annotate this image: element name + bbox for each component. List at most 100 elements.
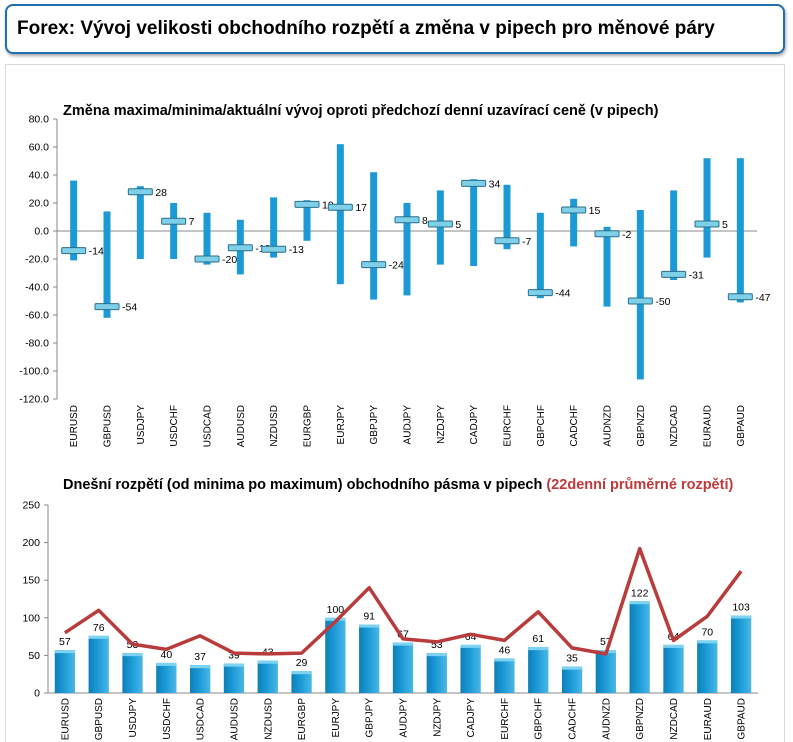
range-bar: [503, 184, 511, 250]
category-label: GBPCHF: [536, 405, 547, 447]
category-label: NZDJPY: [436, 405, 447, 444]
category-label: CADCHF: [568, 698, 579, 740]
current-label: 7: [189, 216, 195, 228]
spread-bar: [392, 642, 414, 693]
current-marker: [594, 230, 620, 238]
current-marker: [394, 216, 420, 224]
current-marker: [261, 245, 287, 253]
y-tick-label: 80.0: [29, 114, 50, 126]
category-label: EURUSD: [69, 405, 80, 447]
category-label: GBPAUD: [737, 698, 748, 740]
category-label: AUDJPY: [403, 405, 414, 445]
category-label: GBPAUD: [736, 405, 747, 447]
current-marker: [94, 303, 120, 311]
spread-bar-top: [697, 640, 718, 644]
y-tick-label: -80.0: [25, 338, 49, 350]
y-tick-label: 200: [22, 537, 40, 549]
y-tick-label: -60.0: [25, 310, 49, 322]
y-tick-label: 60.0: [29, 142, 50, 154]
spread-bar: [359, 624, 380, 693]
spread-bar: [697, 640, 718, 693]
current-marker: [361, 261, 387, 269]
y-tick-label: 50: [28, 650, 40, 662]
spread-bar: [54, 650, 76, 693]
spread-bar-top: [122, 653, 143, 657]
range-bar: [570, 198, 578, 247]
current-label: -44: [555, 288, 570, 300]
spread-bar-label: 57: [600, 636, 612, 648]
range-bar: [636, 210, 644, 380]
range-bar: [103, 211, 111, 318]
spread-bar-top: [663, 644, 684, 648]
spread-bar-top: [291, 671, 312, 675]
spread-bar: [663, 644, 684, 693]
spread-bar-top: [88, 635, 109, 639]
current-marker: [494, 237, 520, 245]
current-marker: [127, 188, 153, 196]
range-bar: [670, 190, 678, 280]
current-label: -50: [655, 296, 670, 308]
spread-bar: [494, 658, 515, 693]
spread-bar-top: [392, 642, 414, 646]
spread-bar-top: [629, 601, 650, 605]
y-tick-label: 40.0: [29, 170, 50, 182]
spread-bar: [291, 671, 312, 693]
category-label: CADJPY: [469, 405, 480, 445]
y-tick-label: 100: [22, 612, 40, 624]
category-label: NZDCAD: [669, 405, 680, 447]
category-label: GBPNZD: [635, 698, 646, 740]
current-marker: [161, 217, 187, 225]
current-label: -24: [389, 260, 404, 272]
range-bar: [536, 212, 544, 299]
spread-bar-top: [426, 653, 447, 657]
y-tick-label: 150: [22, 575, 40, 587]
spread-bar-top: [190, 665, 211, 669]
spread-bar: [325, 617, 346, 693]
category-label: CADCHF: [569, 405, 580, 447]
category-label: EURUSD: [60, 698, 71, 740]
category-label: GBPJPY: [369, 405, 380, 445]
current-marker: [194, 255, 220, 263]
range-bar: [303, 200, 311, 241]
range-bar: [470, 179, 478, 266]
current-label: -54: [122, 302, 137, 314]
spread-bar-label: 64: [465, 631, 477, 643]
current-label: 5: [455, 219, 461, 231]
category-label: GBPUSD: [94, 698, 105, 740]
current-label: -20: [222, 254, 237, 266]
range-bar: [736, 158, 744, 303]
category-label: USDJPY: [128, 698, 139, 738]
page-title: Forex: Vývoj velikosti obchodního rozpět…: [17, 18, 715, 39]
category-label: GBPNZD: [636, 405, 647, 447]
current-label: 28: [155, 187, 167, 199]
category-label: AUDJPY: [399, 698, 410, 738]
category-label: AUDUSD: [229, 698, 240, 740]
current-marker: [627, 297, 653, 305]
current-marker: [327, 203, 353, 211]
category-label: EURJPY: [336, 405, 347, 445]
y-tick-label: 20.0: [29, 198, 50, 210]
spread-bar-top: [494, 658, 515, 662]
average-range-line: [63, 546, 743, 656]
category-label: AUDNZD: [601, 698, 612, 740]
y-tick-label: -120.0: [19, 394, 49, 406]
category-label: EURAUD: [703, 405, 714, 447]
range-bar: [403, 203, 411, 296]
spread-bar-top: [223, 663, 245, 667]
spread-bar: [190, 665, 211, 693]
spread-chart-title-highlight: (22denní průměrné rozpětí): [546, 477, 733, 493]
category-label: EURCHF: [503, 405, 514, 447]
category-label: USDCHF: [162, 698, 173, 740]
category-label: USDCHF: [169, 405, 180, 447]
range-bar: [136, 186, 144, 259]
spread-bar-top: [257, 660, 278, 664]
range-bar: [336, 144, 344, 285]
spread-bar-label: 61: [532, 633, 544, 645]
category-label: CADJPY: [466, 698, 477, 738]
spread-bar-top: [730, 615, 752, 619]
spread-bar: [595, 650, 616, 693]
current-label: 5: [722, 219, 728, 231]
spread-bar-label: 122: [631, 587, 649, 599]
category-label: NZDUSD: [269, 405, 280, 447]
spread-chart-title-main: Dnešní rozpětí (od minima po maximum) ob…: [63, 477, 546, 493]
